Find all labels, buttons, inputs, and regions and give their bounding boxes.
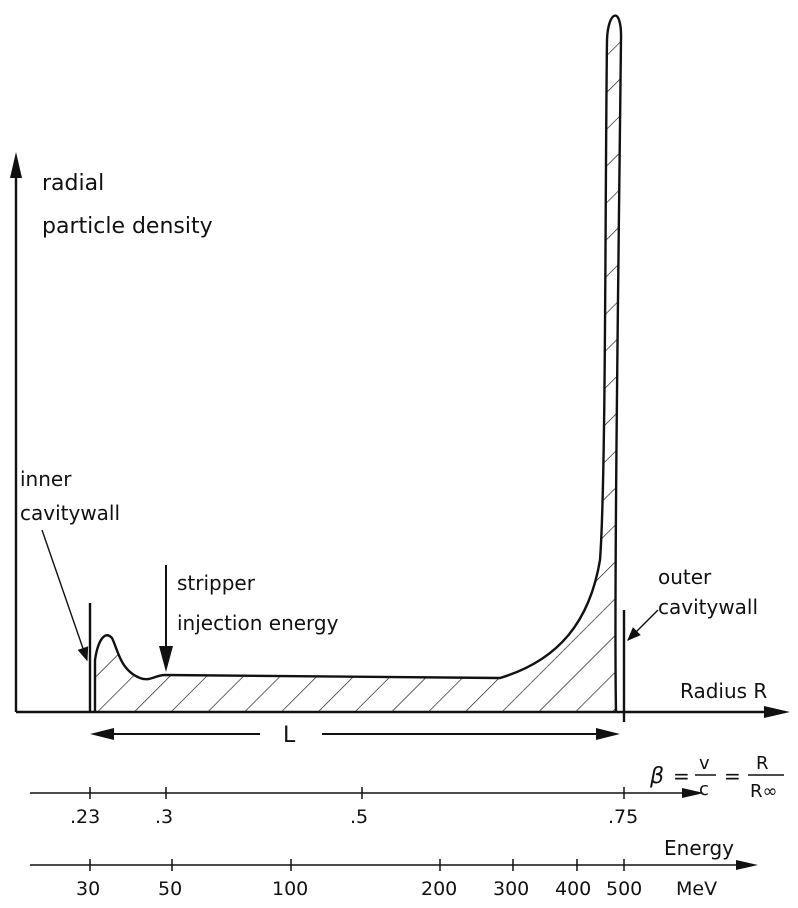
inner-wall-label-line1: inner	[20, 467, 72, 491]
energy-tick-label: 200	[421, 878, 457, 900]
beta-symbol: β	[649, 764, 664, 789]
energy-tick-label: 30	[76, 878, 100, 900]
beta-eq-2: =	[724, 764, 741, 788]
x-axis-arrowhead	[764, 706, 790, 718]
stripper-label-line2: injection energy	[177, 611, 339, 635]
beta-numerator-v: v	[699, 753, 710, 774]
beta-eq-1: =	[673, 764, 690, 788]
inner-wall-label-line2: cavitywall	[20, 501, 120, 525]
outer-wall-pointer	[627, 609, 659, 641]
beta-denominator-Rinf: R∞	[750, 781, 778, 802]
density-area	[95, 15, 622, 712]
outer-wall-label-line2: cavitywall	[658, 595, 758, 619]
y-axis-label-line2: particle density	[42, 214, 213, 239]
energy-tick-label: 300	[493, 878, 529, 900]
energy-label: Energy	[664, 836, 734, 860]
outer-wall-label-line1: outer	[658, 565, 712, 589]
beta-tick-label: .23	[70, 806, 100, 828]
stripper-arrowhead	[159, 646, 173, 672]
beta-denominator-c: c	[699, 779, 709, 800]
x-axis-label: Radius R	[680, 679, 767, 703]
inner-wall-pointer	[41, 529, 89, 662]
beta-numerator-R: R	[756, 753, 769, 774]
energy-tick-label: 100	[272, 878, 308, 900]
length-label: L	[283, 723, 296, 748]
energy-tick-label: 500	[606, 878, 642, 900]
density-curve	[93, 14, 623, 713]
energy-tick-label: 50	[158, 878, 182, 900]
energy-tick-label: 400	[555, 878, 591, 900]
beta-tick-label: .75	[608, 806, 638, 828]
energy-axis-arrowhead	[736, 860, 758, 870]
energy-unit-label: MeV	[676, 878, 717, 900]
length-arrowhead-left	[90, 728, 114, 740]
length-arrowhead-right	[596, 728, 620, 740]
y-axis-arrowhead	[10, 152, 22, 178]
stripper-label-line1: stripper	[177, 571, 256, 595]
y-axis-label-line1: radial	[42, 171, 104, 196]
beta-axis-arrowhead	[682, 788, 704, 798]
beta-tick-label: .5	[350, 806, 368, 828]
beta-tick-label: .3	[155, 806, 173, 828]
